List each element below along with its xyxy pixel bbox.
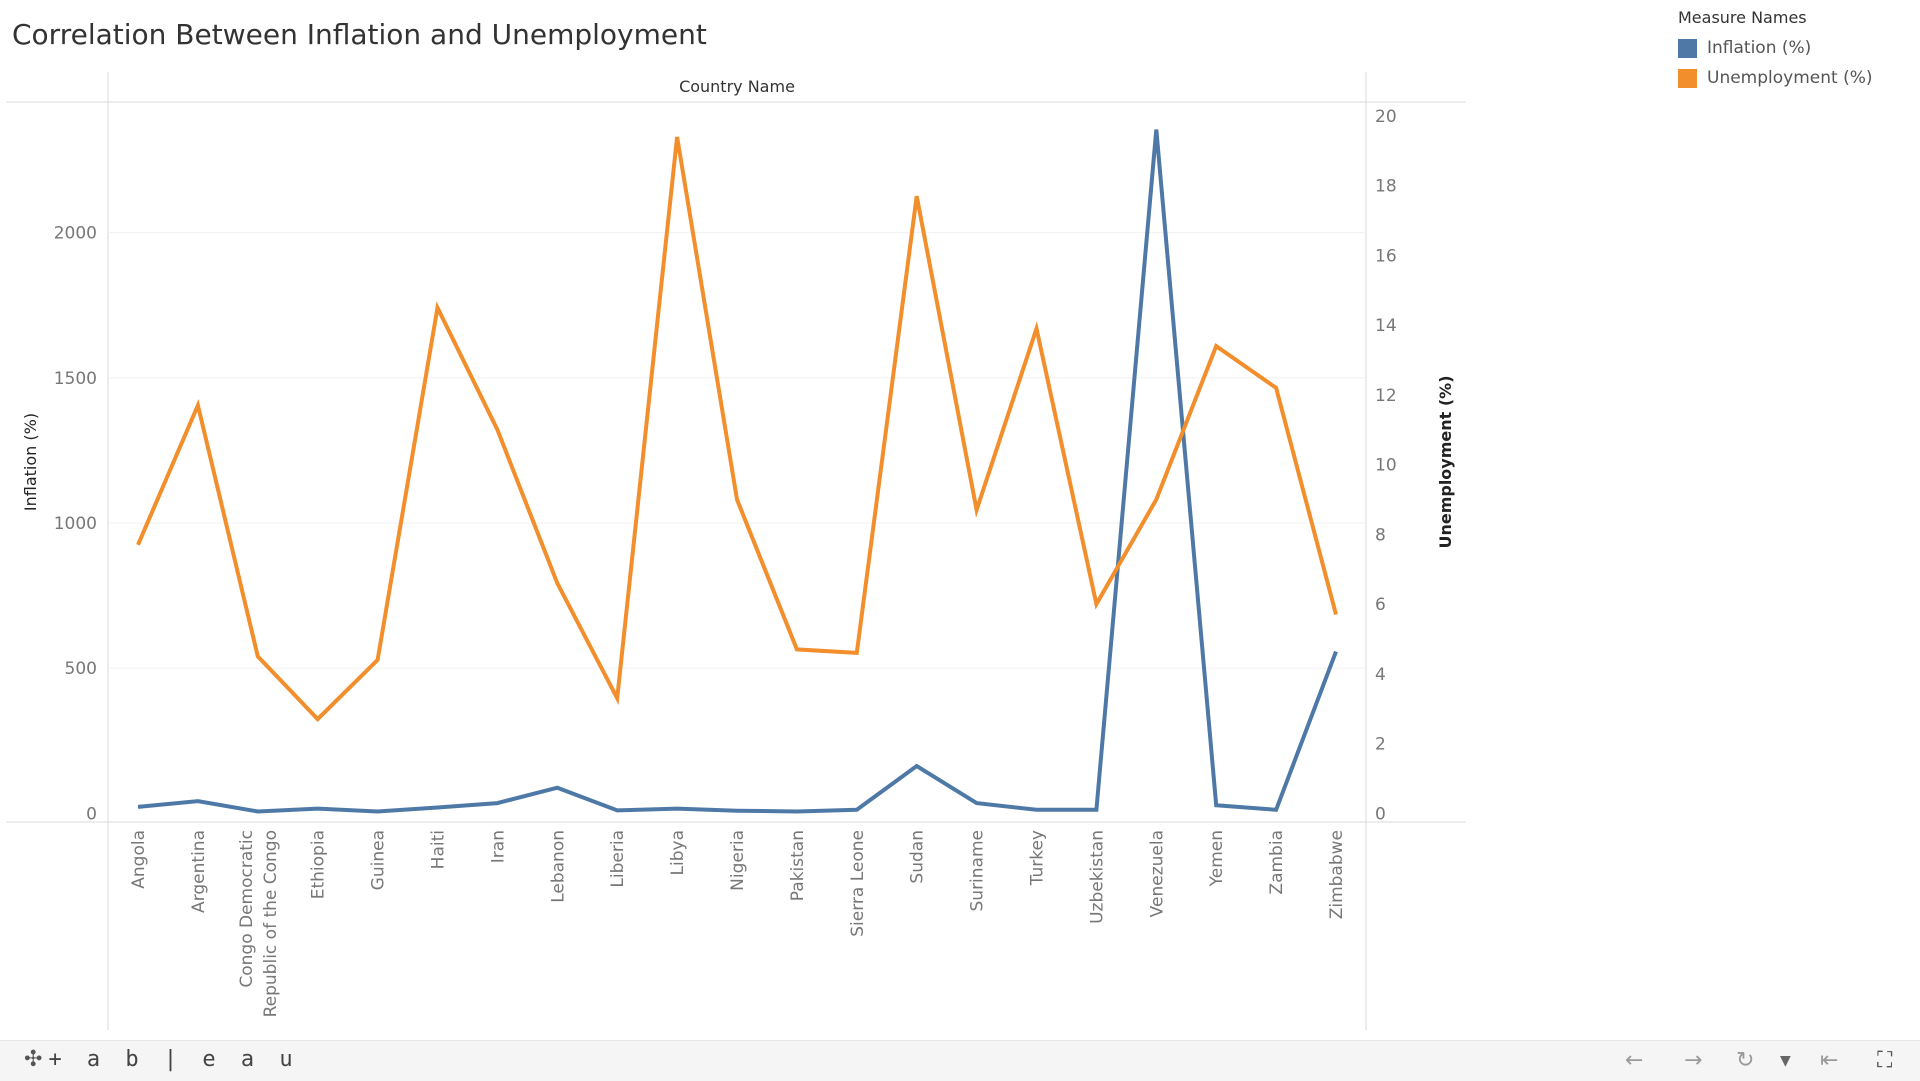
x-tick-label: Suriname	[968, 830, 988, 912]
redo-icon[interactable]: →	[1684, 1048, 1703, 1073]
x-tick-label: Venezuela	[1147, 830, 1167, 917]
x-tick-label: Haiti	[428, 830, 448, 869]
x-tick-label: Iran	[488, 830, 508, 863]
series-line-inflation[interactable]	[137, 129, 1338, 814]
legend-title: Measure Names	[1678, 8, 1807, 27]
line-chart: 0 500 1000 1500 2000 0 2 4 6 8 10 12 14 16 18 20 Country…	[6, 72, 1466, 1030]
x-tick-label: Angola	[129, 830, 149, 889]
right-tick-label: 4	[1375, 665, 1386, 685]
right-tick-label: 18	[1375, 177, 1397, 197]
x-tick-label: Zimbabwe	[1327, 830, 1347, 919]
legend-item-unemployment[interactable]: Unemployment (%)	[1678, 63, 1873, 93]
right-tick-label: 8	[1375, 525, 1386, 545]
x-tick-label: Congo Democratic Republic of the Congo	[237, 830, 281, 1017]
chart-title: Correlation Between Inflation and Unempl…	[12, 18, 707, 51]
undo-icon[interactable]: ←	[1625, 1048, 1644, 1073]
right-tick-label: 2	[1375, 735, 1386, 755]
right-tick-label: 10	[1375, 456, 1397, 476]
x-tick-label: Yemen	[1207, 830, 1227, 887]
x-tick-label: Sierra Leone	[848, 830, 868, 937]
tableau-logo-icon: ✣	[24, 1047, 43, 1072]
legend-swatch-unemployment	[1678, 68, 1697, 88]
left-axis-title: Inflation (%)	[21, 413, 40, 511]
legend-item-inflation[interactable]: Inflation (%)	[1678, 33, 1873, 63]
fullscreen-icon[interactable]: ⛶	[1877, 1048, 1893, 1073]
x-tick-label: Zambia	[1267, 830, 1287, 895]
x-tick-label: Sudan	[908, 830, 928, 884]
x-tick-label: Libya	[668, 830, 688, 875]
left-tick-label: 1000	[54, 514, 97, 534]
right-tick-label: 12	[1375, 386, 1397, 406]
right-tick-label: 16	[1375, 246, 1397, 266]
right-axis-title: Unemployment (%)	[1436, 375, 1455, 548]
dropdown-icon[interactable]: ▼	[1780, 1053, 1791, 1069]
legend-label-inflation: Inflation (%)	[1707, 38, 1812, 58]
x-tick-label: Argentina	[189, 830, 209, 913]
x-tick-label: Lebanon	[548, 830, 568, 903]
legend-swatch-inflation	[1678, 38, 1697, 58]
x-tick-label: Uzbekistan	[1087, 830, 1107, 924]
x-tick-label: Pakistan	[788, 830, 808, 901]
x-tick-label: Ethiopia	[309, 830, 329, 899]
tableau-logo-text: + a b | e a u	[48, 1047, 299, 1072]
x-axis-title: Country Name	[679, 77, 795, 96]
right-tick-label: 0	[1375, 804, 1386, 824]
go-to-start-icon[interactable]: ⇤	[1820, 1048, 1839, 1073]
x-tick-label: Nigeria	[728, 830, 748, 891]
left-tick-label: 0	[86, 804, 97, 824]
series-line-unemployment[interactable]	[136, 136, 1338, 722]
left-tick-label: 2000	[54, 224, 97, 244]
tableau-toolbar: ✣ + a b | e a u ← → ↻ ▼ ⇤ ⛶	[0, 1040, 1920, 1081]
right-tick-label: 14	[1375, 316, 1397, 336]
x-tick-label: Liberia	[608, 830, 628, 888]
right-tick-label: 20	[1375, 107, 1397, 127]
tableau-logo[interactable]: ✣ + a b | e a u	[24, 1047, 299, 1072]
revert-icon[interactable]: ↻	[1736, 1048, 1755, 1073]
right-tick-label: 6	[1375, 595, 1386, 615]
left-tick-label: 500	[65, 659, 97, 679]
left-tick-label: 1500	[54, 369, 97, 389]
legend: Measure Names Inflation (%) Unemployment…	[1678, 8, 1873, 93]
x-tick-label: Guinea	[369, 830, 389, 890]
legend-label-unemployment: Unemployment (%)	[1707, 68, 1873, 88]
x-tick-label: Turkey	[1028, 830, 1048, 886]
